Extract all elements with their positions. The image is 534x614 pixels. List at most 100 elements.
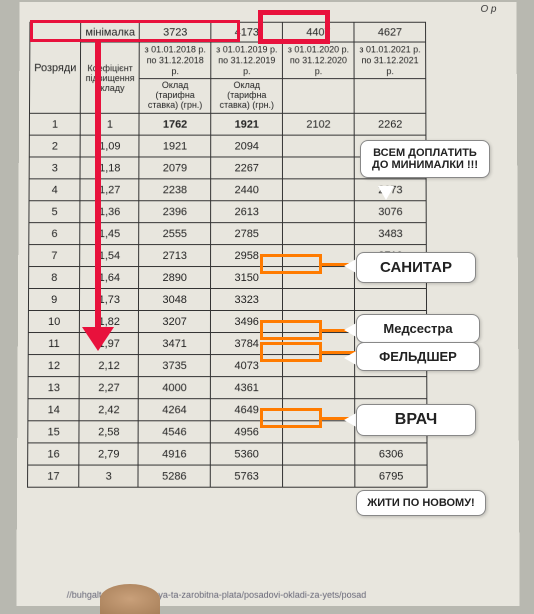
cell-oklad: 1762 bbox=[139, 113, 211, 135]
cell-rozryad: 2 bbox=[29, 135, 80, 157]
cell-koef: 1,18 bbox=[80, 157, 139, 179]
oklad-3 bbox=[354, 79, 426, 113]
cell-oklad: 2785 bbox=[211, 223, 283, 245]
table-row: 51,3623962613 3076 bbox=[29, 201, 427, 223]
cell-rozryad: 3 bbox=[29, 157, 80, 179]
cell-oklad bbox=[283, 289, 355, 311]
cell-oklad bbox=[283, 157, 355, 179]
cell-rozryad: 12 bbox=[28, 355, 80, 377]
table-row: 132,2740004361 bbox=[28, 377, 427, 399]
cell-oklad: 4000 bbox=[138, 377, 210, 399]
cell-koef: 1,09 bbox=[81, 135, 140, 157]
cell-rozryad: 17 bbox=[28, 465, 80, 487]
cell-koef: 3 bbox=[79, 465, 138, 487]
cell-koef: 1,54 bbox=[80, 245, 139, 267]
cell-oklad: 2440 bbox=[211, 179, 283, 201]
cell-koef: 1,36 bbox=[80, 201, 139, 223]
cell-oklad bbox=[283, 179, 355, 201]
cell-oklad: 4073 bbox=[211, 355, 283, 377]
cell-oklad: 4956 bbox=[211, 421, 283, 443]
cell-rozryad: 9 bbox=[28, 289, 80, 311]
cell-oklad: 2613 bbox=[211, 201, 283, 223]
cell-koef: 1,82 bbox=[80, 311, 139, 333]
min-val-0: 3723 bbox=[139, 22, 211, 42]
cell-oklad: 3048 bbox=[139, 289, 211, 311]
cell-oklad: 2262 bbox=[354, 113, 426, 135]
table-row: 91,7330483323 bbox=[28, 289, 426, 311]
header-minimalka: мінімалка bbox=[81, 22, 140, 42]
thumb-holding-paper bbox=[100, 584, 160, 614]
cell-oklad: 5360 bbox=[210, 443, 282, 465]
cell-oklad bbox=[355, 289, 427, 311]
cell-oklad: 2102 bbox=[283, 113, 355, 135]
cell-oklad: 2890 bbox=[139, 267, 211, 289]
table-row: 173528657636795 bbox=[28, 465, 428, 487]
cell-rozryad: 13 bbox=[28, 377, 80, 399]
cell-oklad: 2713 bbox=[139, 245, 211, 267]
cell-oklad bbox=[283, 465, 355, 487]
cell-oklad: 4264 bbox=[138, 399, 210, 421]
cell-rozryad: 6 bbox=[29, 223, 80, 245]
callout-sanitar: САНИТАР bbox=[356, 252, 476, 283]
callout-medsestra: Медсестра bbox=[356, 314, 480, 343]
cell-oklad: 5286 bbox=[138, 465, 210, 487]
header-koef: Коефіцієнт підвищення окладу bbox=[81, 42, 140, 113]
period-3: з 01.01.2021 р. по 31.12.2021 р. bbox=[354, 42, 426, 79]
cell-oklad: 1921 bbox=[211, 113, 283, 135]
cell-rozryad: 8 bbox=[29, 267, 80, 289]
cell-koef: 2,42 bbox=[79, 399, 138, 421]
period-1: з 01.01.2019 р. по 31.12.2019 р. bbox=[211, 42, 283, 79]
cell-oklad: 4649 bbox=[211, 399, 283, 421]
min-val-1: 4173 bbox=[211, 22, 283, 42]
cell-oklad: 2396 bbox=[139, 201, 211, 223]
cell-rozryad: 5 bbox=[29, 201, 80, 223]
min-val-2: 4407 bbox=[283, 22, 355, 42]
cell-koef: 1 bbox=[81, 113, 140, 135]
oklad-1: Оклад (тарифна ставка) (грн.) bbox=[211, 79, 283, 113]
cell-koef: 1,73 bbox=[80, 289, 139, 311]
cell-rozryad: 15 bbox=[28, 421, 80, 443]
cell-oklad: 3150 bbox=[211, 267, 283, 289]
cell-rozryad: 7 bbox=[29, 245, 80, 267]
cell-koef: 1,97 bbox=[80, 333, 139, 355]
cell-oklad bbox=[283, 223, 355, 245]
oklad-2 bbox=[283, 79, 355, 113]
cell-oklad: 3471 bbox=[139, 333, 211, 355]
cell-oklad: 3207 bbox=[139, 311, 211, 333]
cell-rozryad: 4 bbox=[29, 179, 80, 201]
cell-oklad: 4916 bbox=[138, 443, 210, 465]
cell-rozryad: 10 bbox=[28, 311, 80, 333]
cell-koef: 2,12 bbox=[80, 355, 139, 377]
cell-oklad bbox=[355, 377, 427, 399]
table-row: 41,27223824402073 bbox=[29, 179, 426, 201]
period-0: з 01.01.2018 р. по 31.12.2018 р. bbox=[139, 42, 211, 79]
table-row: 162,79491653606306 bbox=[28, 443, 428, 465]
cell-koef: 1,64 bbox=[80, 267, 139, 289]
cell-oklad bbox=[283, 135, 355, 157]
cell-rozryad: 1 bbox=[29, 113, 80, 135]
table-row: 61,45255527853483 bbox=[29, 223, 427, 245]
cell-rozryad: 11 bbox=[28, 333, 80, 355]
cell-oklad: 2555 bbox=[139, 223, 211, 245]
cell-oklad: 3735 bbox=[138, 355, 210, 377]
callout-minimalka: ВСЕМ ДОПЛАТИТЬ ДО МИНИМАЛКИ !!! bbox=[360, 140, 490, 178]
cell-oklad: 4361 bbox=[211, 377, 283, 399]
cell-oklad: 3496 bbox=[211, 311, 283, 333]
table-row: 111762192121022262 bbox=[29, 113, 426, 135]
cell-koef: 2,27 bbox=[80, 377, 139, 399]
cell-oklad: 2958 bbox=[211, 245, 283, 267]
cell-oklad: 2094 bbox=[211, 135, 283, 157]
cell-koef: 1,27 bbox=[80, 179, 139, 201]
cell-oklad: 5763 bbox=[210, 465, 282, 487]
callout-feldsher: ФЕЛЬДШЕР bbox=[356, 342, 480, 371]
cell-oklad: 2267 bbox=[211, 157, 283, 179]
tail-minimalka bbox=[378, 186, 394, 200]
callout-zhyty: ЖИТИ ПО НОВОМУ! bbox=[356, 490, 486, 516]
callout-vrach: ВРАЧ bbox=[356, 404, 476, 436]
cell-oklad: 3076 bbox=[355, 201, 427, 223]
cell-koef: 2,79 bbox=[79, 443, 138, 465]
cell-oklad: 6306 bbox=[355, 443, 427, 465]
cell-oklad bbox=[283, 377, 355, 399]
cell-oklad: 1921 bbox=[139, 135, 211, 157]
cell-oklad: 3323 bbox=[211, 289, 283, 311]
